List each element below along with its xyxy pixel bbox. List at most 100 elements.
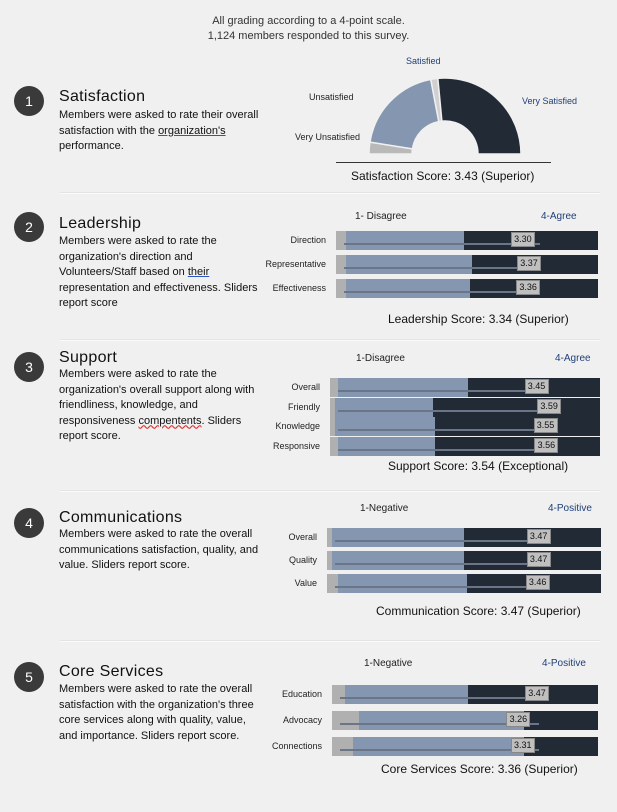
slider-track <box>343 243 541 245</box>
section-score: Core Services Score: 3.36 (Superior) <box>381 762 578 776</box>
bar-segment <box>346 231 465 250</box>
section-title: Leadership <box>59 215 142 232</box>
bar-segment <box>330 378 339 397</box>
section-title: Communications <box>59 509 183 526</box>
scale-high-label: 4-Positive <box>548 503 592 514</box>
gauge-label-very-unsatisfied: Very Unsatisfied <box>295 132 361 142</box>
row-label-knowledge: Knowledge <box>275 421 320 431</box>
section-number: 3 <box>14 352 44 382</box>
bar-segment <box>338 378 468 397</box>
score-marker: 3.59 <box>537 398 562 414</box>
bar-segment <box>330 397 336 417</box>
slider-track <box>335 563 541 565</box>
score-marker: 3.36 <box>516 280 541 295</box>
bar-segment <box>523 711 598 730</box>
slider-bar-effectiveness: 3.36 <box>336 279 598 298</box>
bar-segment <box>335 417 436 436</box>
section-description: Members were asked to rate their overall… <box>59 109 259 152</box>
section-number: 1 <box>14 86 44 116</box>
gauge-label-very-satisfied: Very Satisfied <box>522 96 578 106</box>
bar-segment <box>346 255 473 274</box>
slider-track <box>338 390 541 392</box>
score-marker: 3.55 <box>533 418 558 433</box>
scale-low-label: 1- Disagree <box>355 211 407 222</box>
bar-segment <box>330 417 336 436</box>
slider-track <box>338 429 541 431</box>
score-marker: 3.31 <box>510 738 535 753</box>
gauge-label-satisfied: Satisfied <box>406 56 441 66</box>
respondent-count: 1,124 members responded to this survey. <box>207 30 410 42</box>
bar-segment <box>358 711 524 730</box>
section-score: Communication Score: 3.47 (Superior) <box>376 604 581 618</box>
bar-segment <box>337 574 467 593</box>
slider-track <box>335 540 541 542</box>
slider-track <box>339 749 540 751</box>
bar-segment <box>336 231 347 250</box>
slider-track <box>343 291 541 293</box>
gauge-slice-very-satisfied <box>437 77 522 155</box>
slider-track <box>338 409 541 412</box>
slider-bar-connections: 3.31 <box>332 737 598 756</box>
bar-segment <box>435 436 600 456</box>
bar-segment <box>353 737 524 756</box>
bar-segment <box>336 255 347 274</box>
section-divider <box>60 192 600 194</box>
score-marker: 3.46 <box>525 575 550 590</box>
score-marker: 3.45 <box>524 379 549 394</box>
slider-bar-direction: 3.30 <box>336 231 598 250</box>
row-label-friendly: Friendly <box>287 401 320 412</box>
score-marker: 3.30 <box>510 232 535 247</box>
bar-segment <box>327 574 338 593</box>
bar-segment <box>327 551 333 570</box>
score-marker: 3.26 <box>506 712 531 727</box>
slider-track <box>339 723 540 725</box>
bar-segment <box>346 279 470 298</box>
bar-segment <box>332 551 464 570</box>
slider-bar-friendly: 3.59 <box>330 397 600 417</box>
bar-segment <box>327 528 333 547</box>
section-title: Satisfaction <box>59 88 146 105</box>
bar-segment <box>332 737 354 756</box>
section-divider <box>60 640 600 642</box>
section-title: Support <box>59 349 118 366</box>
slider-track <box>338 448 541 451</box>
bar-segment <box>336 279 347 298</box>
scale-low-label: 1-Negative <box>360 503 409 514</box>
slider-bar-representative: 3.37 <box>336 255 598 274</box>
section-number: 2 <box>14 212 44 242</box>
section-score: Leadership Score: 3.34 (Superior) <box>388 312 569 326</box>
bar-segment <box>330 436 339 456</box>
slider-bar-knowledge: 3.55 <box>330 417 600 436</box>
gauge-label-unsatisfied: Unsatisfied <box>309 92 354 102</box>
row-label-value: Value <box>294 578 317 588</box>
slider-bar-overall: 3.45 <box>330 378 600 397</box>
row-label-responsive: Responsive <box>272 440 320 451</box>
bar-segment <box>332 528 464 547</box>
bar-segment <box>523 737 598 756</box>
row-label-overall: Overall <box>288 532 317 542</box>
slider-bar-responsive: 3.56 <box>330 436 600 456</box>
gauge-slice-unsatisfied <box>369 78 440 150</box>
score-marker: 3.37 <box>516 256 541 271</box>
score-marker: 3.56 <box>534 437 559 453</box>
scale-low-label: 1-Disagree <box>356 353 405 364</box>
bar-segment <box>335 397 433 417</box>
section-number: 5 <box>14 662 44 692</box>
section-divider <box>60 490 600 492</box>
slider-track <box>335 586 541 588</box>
scale-high-label: 4-Agree <box>555 353 591 364</box>
row-label-representative: Representative <box>265 259 326 269</box>
bar-segment <box>345 685 468 704</box>
slider-bar-value: 3.46 <box>327 574 601 593</box>
bar-segment <box>338 436 436 456</box>
slider-track <box>343 267 541 269</box>
slider-bar-advocacy: 3.26 <box>332 711 598 730</box>
satisfaction-gauge <box>368 77 522 155</box>
scale-high-label: 4-Positive <box>542 658 586 669</box>
row-label-effectiveness: Effectiveness <box>272 283 326 293</box>
section-description: Members were asked to rate the overall s… <box>59 683 254 742</box>
section-divider <box>60 339 600 341</box>
scale-note: All grading according to a 4-point scale… <box>212 15 405 27</box>
scale-high-label: 4-Agree <box>541 211 577 222</box>
row-label-advocacy: Advocacy <box>282 715 322 725</box>
